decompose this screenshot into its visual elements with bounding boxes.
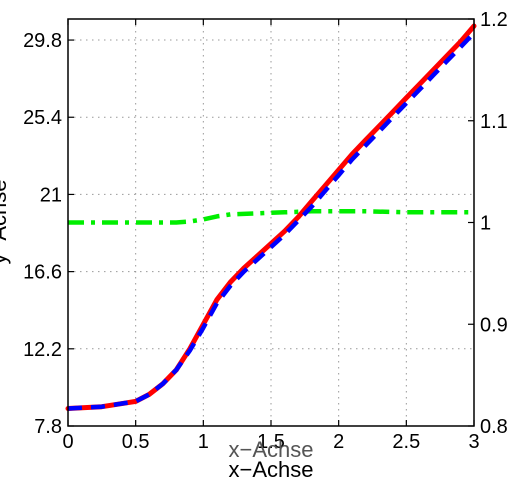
x-tick-label-3: 1.5 <box>257 431 285 453</box>
x-tick-label-4: 2 <box>333 431 344 453</box>
x-axis-ticks: 0 0.5 1 1.5 2 2.5 3 <box>62 19 480 453</box>
y-right-tick-label-0: 0.8 <box>480 416 508 438</box>
y-left-tick-label-0: 7.8 <box>34 416 62 438</box>
y-right-axis-ticks: 0.8 0.9 1 1.1 1.2 <box>468 9 508 438</box>
series-line-2 <box>68 209 474 225</box>
y-left-axis-ticks: 7.8 12.2 16.6 21 25.4 29.8 <box>23 30 74 438</box>
y-right-tick-label-1: 0.9 <box>480 314 508 336</box>
series-line-1 <box>67 31 476 411</box>
y-left-tick-label-2: 16.6 <box>23 262 62 284</box>
x-axis-label-ghost: x−Achse <box>229 437 314 462</box>
y-left-tick-label-3: 21 <box>40 184 62 206</box>
x-tick-label-6: 3 <box>468 431 479 453</box>
y-axis-label: y−Achse <box>0 180 11 265</box>
y-left-tick-label-5: 29.8 <box>23 30 62 52</box>
y-right-tick-label-2: 1 <box>480 213 491 235</box>
x-tick-label-0: 0 <box>62 431 73 453</box>
y-left-tick-label-1: 12.2 <box>23 339 62 361</box>
x-tick-label-5: 2.5 <box>392 431 420 453</box>
y-right-tick-label-3: 1.1 <box>480 111 508 133</box>
x-tick-label-1: 0.5 <box>122 431 150 453</box>
y-right-tick-label-4: 1.2 <box>480 9 508 31</box>
x-tick-label-2: 1 <box>198 431 209 453</box>
series-line-0 <box>65 23 477 411</box>
y-left-tick-label-4: 25.4 <box>23 107 62 129</box>
series-layer <box>65 23 477 411</box>
x-axis-label: x−Achse <box>229 457 314 482</box>
